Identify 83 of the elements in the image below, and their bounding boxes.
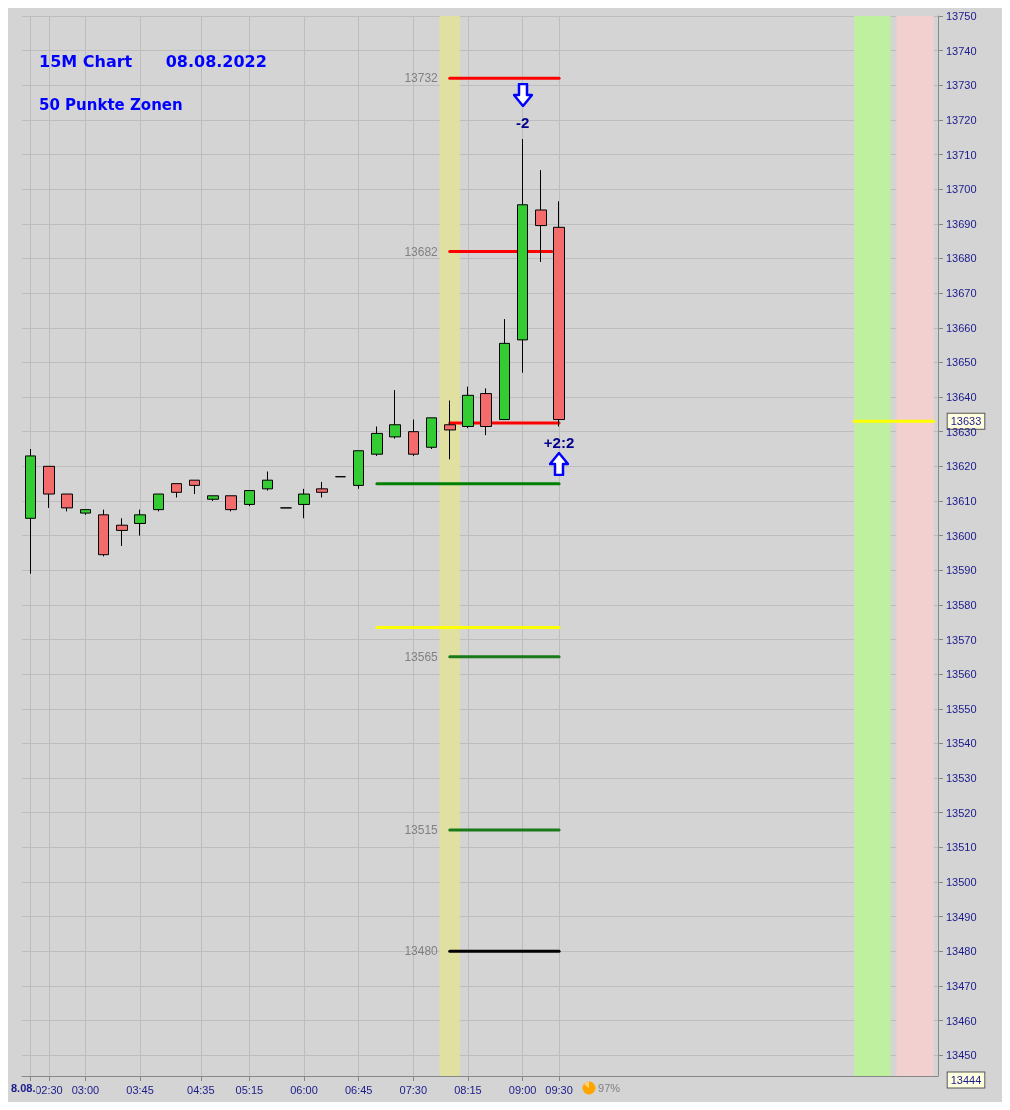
y-tick-label: 13710 bbox=[946, 148, 977, 161]
y-tick-label: 13750 bbox=[946, 10, 977, 22]
x-tick-label: 06:00 bbox=[290, 1083, 318, 1096]
y-tick-label: 13680 bbox=[946, 252, 977, 265]
x-tick-label: 09:00 bbox=[508, 1083, 537, 1096]
y-tick-label: 13490 bbox=[946, 910, 977, 923]
y-tick-label: 13480 bbox=[946, 945, 977, 958]
y-tick-label: 13670 bbox=[946, 287, 977, 300]
candlestick bbox=[244, 490, 255, 507]
y-tick-label: 13470 bbox=[946, 979, 977, 992]
text: 13633 bbox=[950, 415, 982, 428]
candlestick bbox=[262, 471, 273, 492]
x-tick-label: 02:30 bbox=[35, 1083, 63, 1096]
annotation: +2:2 bbox=[543, 433, 575, 451]
candlestick bbox=[553, 200, 565, 427]
candlestick bbox=[134, 509, 146, 537]
candlestick bbox=[426, 417, 437, 450]
x-tick-label: 05:15 bbox=[235, 1083, 264, 1096]
candlestick bbox=[80, 509, 91, 516]
candlestick bbox=[61, 493, 73, 512]
text: 50 Punkte Zonen bbox=[39, 95, 183, 114]
x-tick-label: 04:35 bbox=[187, 1083, 215, 1096]
y-tick-label: 13460 bbox=[946, 1014, 977, 1027]
candlestick bbox=[535, 169, 547, 263]
candlestick bbox=[207, 495, 219, 502]
candlestick bbox=[298, 488, 310, 519]
series-label: 13480 bbox=[404, 944, 439, 959]
candlestick bbox=[371, 425, 383, 457]
y-tick-label: 13540 bbox=[946, 737, 977, 750]
y-tick-label: 13630 bbox=[946, 425, 977, 438]
x-tick-label: 06:45 bbox=[344, 1083, 373, 1096]
candlestick bbox=[225, 495, 237, 512]
y-tick-label: 13620 bbox=[946, 460, 977, 473]
candlestick bbox=[480, 387, 492, 436]
y-tick-label: 13510 bbox=[946, 841, 977, 854]
y-tick-label: 13700 bbox=[946, 183, 977, 196]
x-tick-label: 09:30 bbox=[545, 1083, 573, 1096]
y-tick-label: 13550 bbox=[946, 702, 977, 715]
y-tick-label: 13690 bbox=[946, 217, 977, 230]
series-label: 13682 bbox=[404, 244, 439, 259]
candlestick bbox=[98, 509, 109, 557]
y-tick-label: 13570 bbox=[946, 633, 977, 646]
x-tick-label: 07:30 bbox=[399, 1083, 428, 1096]
series-label: 13515 bbox=[404, 823, 439, 838]
y-tick-label: 13580 bbox=[946, 598, 977, 611]
candlestick bbox=[189, 479, 200, 495]
annotation: -2 bbox=[515, 114, 530, 132]
x-tick-label: 03:45 bbox=[126, 1083, 154, 1096]
y-tick-label: 13520 bbox=[946, 806, 977, 819]
y-tick-label: 13660 bbox=[946, 321, 977, 334]
candlestick bbox=[153, 493, 164, 512]
series-label: 13732 bbox=[404, 71, 439, 86]
text: 97% bbox=[598, 1082, 621, 1094]
candlestick bbox=[517, 138, 528, 374]
y-tick-label: 13590 bbox=[946, 564, 977, 577]
series-label: 13565 bbox=[404, 649, 439, 664]
candlestick bbox=[316, 481, 328, 498]
y-tick-label: 13740 bbox=[946, 44, 977, 57]
candlestick bbox=[389, 389, 401, 440]
candlestick bbox=[116, 517, 128, 547]
candlestick bbox=[43, 465, 55, 509]
candlestick bbox=[462, 386, 474, 429]
x-tick-label: 03:00 bbox=[71, 1083, 100, 1096]
y-tick-label: 13560 bbox=[946, 668, 977, 681]
candlestick bbox=[171, 483, 182, 498]
candlestick bbox=[408, 419, 419, 457]
candlestick bbox=[353, 450, 364, 490]
y-tick-label: 13640 bbox=[946, 391, 977, 404]
y-tick-label: 13730 bbox=[946, 79, 977, 92]
candlestick bbox=[499, 318, 510, 421]
y-tick-label: 13450 bbox=[946, 1049, 977, 1062]
y-tick-label: 13500 bbox=[946, 876, 977, 889]
x-tick-label: 08:15 bbox=[454, 1083, 482, 1096]
y-tick-label: 13650 bbox=[946, 356, 977, 369]
text: 15M Chart 08.08.2022 bbox=[39, 51, 267, 71]
candlestick bbox=[25, 448, 36, 575]
y-tick-label: 13720 bbox=[946, 113, 977, 126]
y-tick-label: 13530 bbox=[946, 772, 977, 785]
text: 8.08. bbox=[11, 1082, 36, 1094]
candlestick bbox=[444, 400, 456, 460]
y-tick-label: 13600 bbox=[946, 529, 977, 542]
text: 13444 bbox=[950, 1074, 982, 1086]
y-tick-label: 13610 bbox=[946, 494, 977, 507]
